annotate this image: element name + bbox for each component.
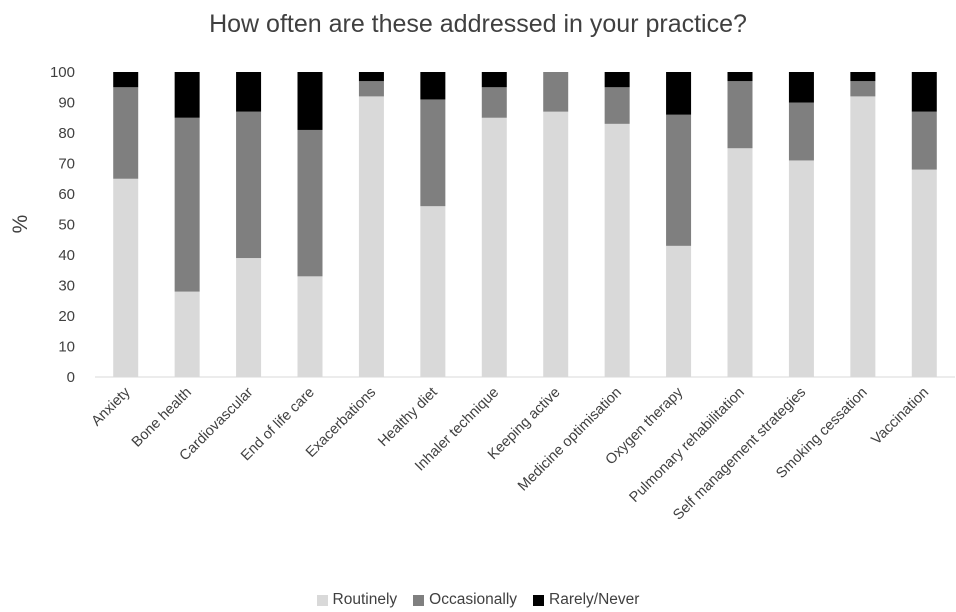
bar-segment-occasionally-4 <box>358 81 384 97</box>
x-category-label: Pulmonary rehabilitation <box>627 385 748 506</box>
bar-segment-occasionally-6 <box>481 87 507 118</box>
x-category-label: Healthy diet <box>375 385 440 450</box>
bar-segment-occasionally-3 <box>297 129 323 277</box>
legend-swatch <box>413 594 425 606</box>
bar-segment-rarely-never-5 <box>420 72 446 100</box>
legend-swatch <box>533 594 545 606</box>
bar-segment-routinely-11 <box>788 160 814 377</box>
bar-segment-occasionally-8 <box>604 87 630 124</box>
bar-segment-rarely-never-8 <box>604 72 630 88</box>
legend-label: Rarely/Never <box>549 591 640 608</box>
bar-segment-occasionally-9 <box>666 114 692 246</box>
bar-segment-rarely-never-1 <box>174 72 200 118</box>
legend-label: Occasionally <box>429 591 518 608</box>
x-category-label: Vaccination <box>869 385 933 449</box>
bar-segment-routinely-7 <box>543 111 569 378</box>
bar-segment-rarely-never-12 <box>850 72 876 82</box>
y-tick-label: 60 <box>58 186 75 203</box>
bar-segment-occasionally-5 <box>420 99 446 207</box>
bar-segment-occasionally-10 <box>727 81 753 149</box>
x-category-label: Medicine optimisation <box>515 385 625 495</box>
bar-segment-routinely-4 <box>358 96 384 378</box>
bar-segment-routinely-13 <box>911 169 937 377</box>
bar-segment-occasionally-13 <box>911 111 937 170</box>
bar-segment-routinely-8 <box>604 123 630 377</box>
bar-segment-routinely-6 <box>481 117 507 377</box>
legend-swatch <box>316 594 328 606</box>
x-category-label: Bone health <box>129 385 195 451</box>
bar-segment-occasionally-7 <box>543 72 569 112</box>
y-axis-label: % <box>9 215 32 234</box>
y-tick-label: 40 <box>58 247 75 264</box>
bar-segment-occasionally-1 <box>174 117 200 292</box>
bar-segment-rarely-never-0 <box>113 72 139 88</box>
legend-label: Routinely <box>332 591 398 608</box>
legend-item: Rarely/Never <box>533 591 639 609</box>
y-tick-label: 70 <box>58 156 75 173</box>
bar-segment-routinely-9 <box>666 245 692 377</box>
chart-title: How often are these addressed in your pr… <box>209 10 747 38</box>
y-tick-label: 80 <box>58 125 75 142</box>
bar-segment-routinely-12 <box>850 96 876 378</box>
y-tick-label: 50 <box>58 217 75 234</box>
bar-segment-occasionally-2 <box>236 111 262 259</box>
y-tick-label: 100 <box>50 64 75 81</box>
bar-segment-occasionally-12 <box>850 81 876 97</box>
y-tick-label: 10 <box>58 339 75 356</box>
legend-item: Occasionally <box>413 591 517 609</box>
bar-segment-routinely-5 <box>420 206 446 377</box>
x-category-label: Anxiety <box>89 384 134 429</box>
bar-segment-rarely-never-2 <box>236 72 262 112</box>
bar-segment-routinely-0 <box>113 178 139 377</box>
bar-segment-rarely-never-11 <box>788 72 814 103</box>
bar-segment-occasionally-11 <box>788 102 814 161</box>
bar-segment-routinely-3 <box>297 276 323 377</box>
bar-segment-rarely-never-6 <box>481 72 507 88</box>
bar-segment-rarely-never-13 <box>911 72 937 112</box>
bar-segment-routinely-10 <box>727 148 753 377</box>
y-tick-label: 20 <box>58 308 75 325</box>
bar-segment-routinely-1 <box>174 291 200 377</box>
bar-segment-rarely-never-9 <box>666 72 692 115</box>
bar-segment-routinely-2 <box>236 258 262 377</box>
bar-segment-occasionally-0 <box>113 87 139 179</box>
bar-segment-rarely-never-4 <box>358 72 384 82</box>
bar-segment-rarely-never-10 <box>727 72 753 82</box>
chart-legend: Routinely Occasionally Rarely/Never <box>0 591 956 609</box>
y-tick-label: 0 <box>67 369 75 386</box>
bar-segment-rarely-never-3 <box>297 72 323 130</box>
legend-item: Routinely <box>316 591 398 609</box>
x-category-label: Self management strategies <box>670 385 809 524</box>
y-tick-label: 30 <box>58 278 75 295</box>
y-tick-label: 90 <box>58 95 75 112</box>
